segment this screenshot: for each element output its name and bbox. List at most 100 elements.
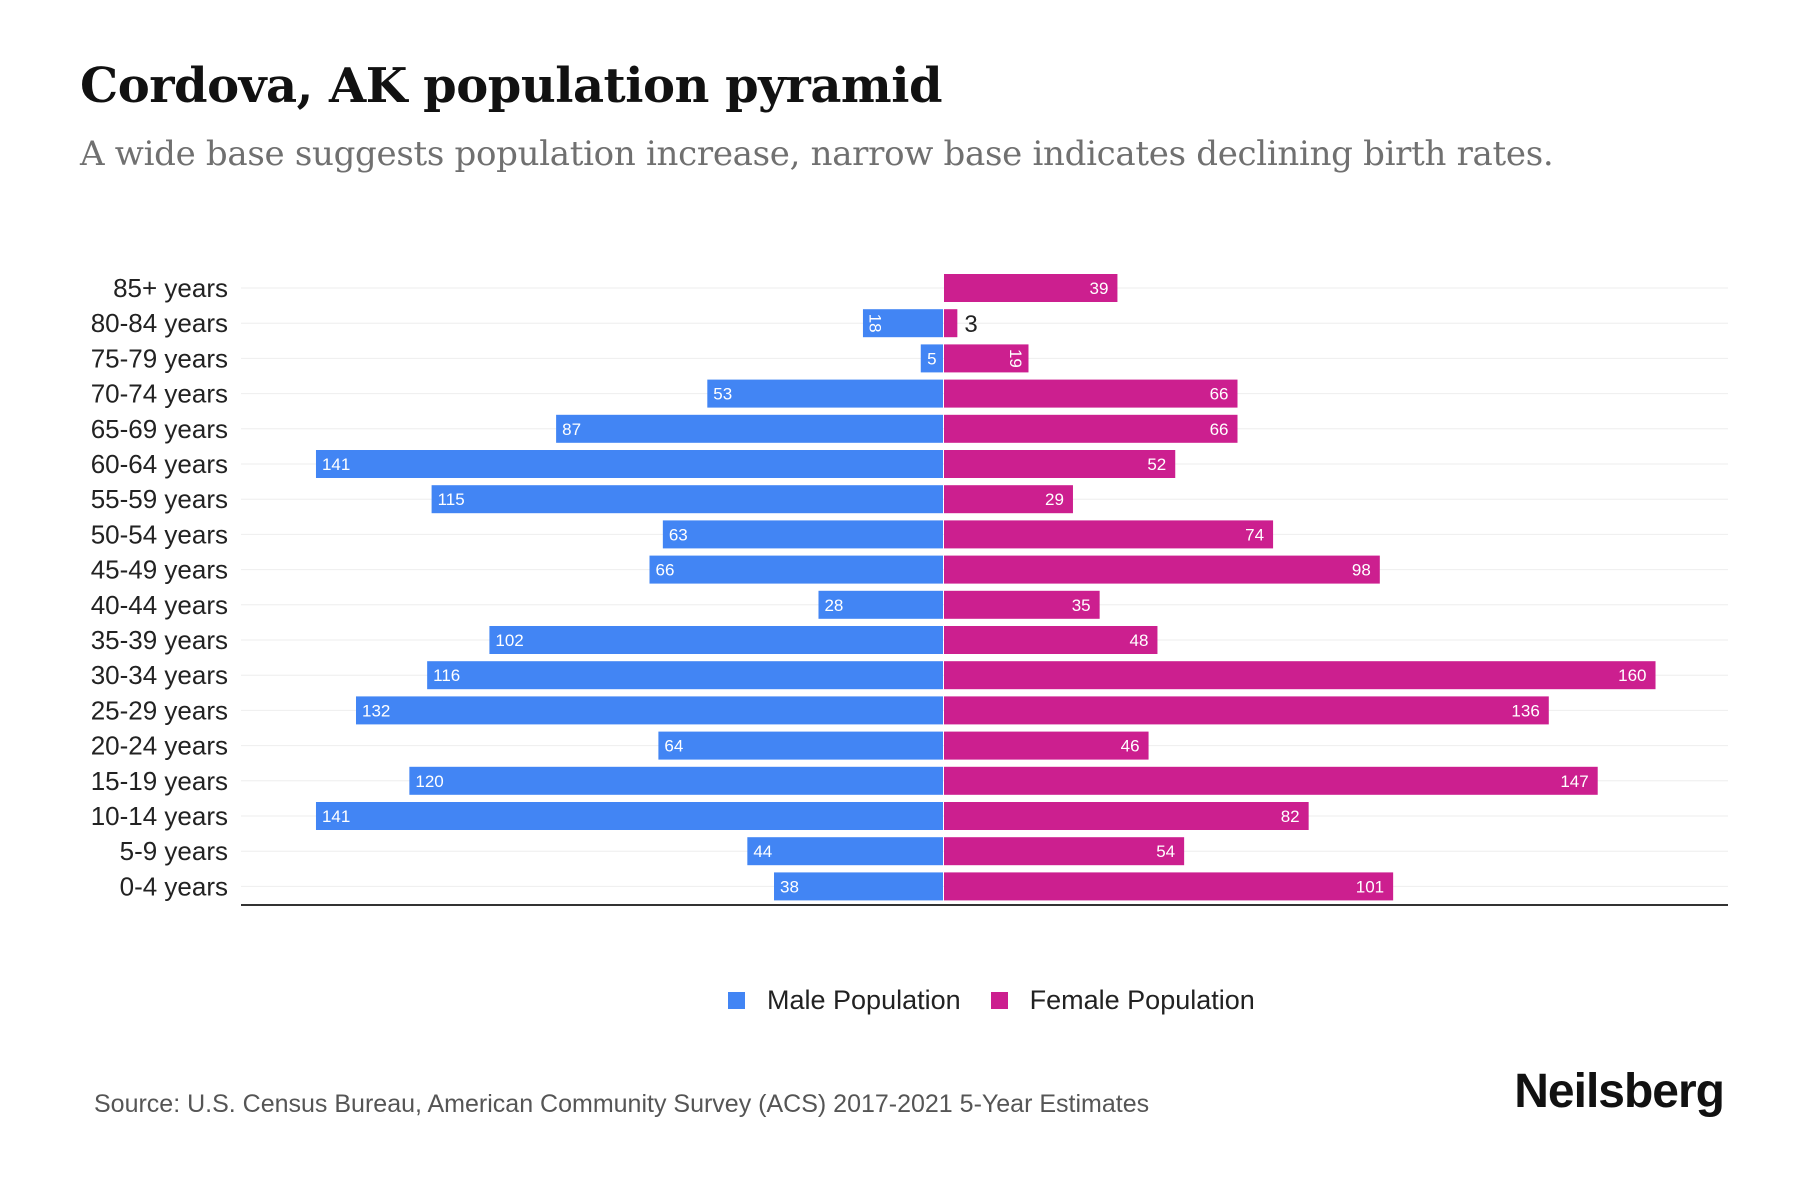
data-label: 132	[362, 701, 390, 720]
data-label: 28	[824, 596, 843, 615]
legend: Male Population Female Population	[728, 985, 1285, 1016]
category-label: 10-14 years	[91, 801, 228, 831]
data-label: 87	[562, 420, 581, 439]
data-label: 66	[1210, 420, 1229, 439]
data-label: 3	[964, 311, 977, 338]
category-label: 50-54 years	[91, 519, 228, 549]
bar-female	[944, 450, 1176, 478]
bar-male	[920, 344, 943, 373]
category-label: 85+ years	[113, 273, 228, 303]
data-label: 74	[1245, 525, 1264, 544]
bar-male	[818, 590, 943, 619]
data-label: 101	[1356, 877, 1384, 896]
brand-logo: Neilsberg	[1514, 1065, 1725, 1118]
bar-female	[944, 344, 1029, 373]
chart-subtitle: A wide base suggests population increase…	[80, 134, 1554, 174]
data-label: 46	[1121, 737, 1140, 756]
bar-female	[944, 696, 1549, 725]
legend-swatch-male	[728, 992, 745, 1009]
legend-label-female: Female Population	[1029, 985, 1255, 1015]
bar-female	[944, 766, 1598, 795]
bar-female	[944, 379, 1238, 408]
data-label: 66	[655, 561, 674, 580]
data-label: 44	[753, 842, 772, 861]
data-label: 82	[1281, 807, 1300, 826]
bar-male	[431, 485, 943, 514]
bar-female	[944, 802, 1309, 830]
data-label: 66	[1210, 385, 1229, 404]
bar-female	[944, 309, 958, 338]
bar-female	[944, 485, 1073, 514]
data-label: 29	[1045, 490, 1064, 509]
data-label: 147	[1560, 772, 1588, 791]
data-label: 116	[433, 666, 460, 685]
category-label: 35-39 years	[91, 625, 228, 655]
bar-male	[774, 872, 943, 901]
data-label: 48	[1130, 631, 1149, 650]
bar-female	[944, 555, 1380, 584]
data-label: 63	[669, 525, 688, 544]
bar-male	[747, 837, 943, 866]
bar-male	[707, 379, 943, 408]
population-pyramid-chart: 85+ years 80-84 years 75-79 years 70-74 yea…	[91, 273, 1728, 906]
data-label: 35	[1072, 596, 1091, 615]
legend-swatch-female	[990, 992, 1008, 1009]
bar-male	[862, 309, 943, 338]
bar-male	[658, 731, 943, 760]
chart-title: Cordova, AK population pyramid	[80, 58, 943, 114]
category-label: 25-29 years	[91, 695, 228, 725]
data-label: 18	[865, 314, 884, 333]
bar-male	[662, 520, 943, 549]
data-label: 102	[495, 631, 523, 650]
bar-female	[944, 274, 1118, 302]
category-label: 55-59 years	[91, 484, 228, 514]
data-label: 53	[713, 385, 732, 404]
legend-item-female[interactable]: Female Population	[990, 985, 1255, 1016]
bar-male	[315, 450, 943, 478]
data-label: 39	[1090, 279, 1109, 298]
legend-label-male: Male Population	[767, 985, 961, 1015]
category-label: 20-24 years	[91, 731, 228, 761]
bar-female	[944, 661, 1656, 690]
category-label: 65-69 years	[91, 414, 228, 444]
data-label: 38	[780, 877, 799, 896]
bar-male	[556, 414, 943, 443]
legend-item-male[interactable]: Male Population	[728, 985, 961, 1016]
data-label: 120	[415, 772, 443, 791]
data-label: 52	[1147, 455, 1166, 474]
data-label: 141	[322, 807, 350, 826]
data-label: 64	[664, 737, 683, 756]
category-label: 45-49 years	[91, 555, 228, 585]
bar-male	[427, 661, 943, 690]
category-label: 80-84 years	[91, 308, 228, 338]
bar-female	[944, 520, 1274, 549]
data-label: 136	[1511, 701, 1539, 720]
bar-female	[944, 626, 1158, 654]
data-label: 141	[322, 455, 350, 474]
data-label: 19	[1006, 349, 1025, 368]
bar-male	[409, 766, 943, 795]
bar-female	[944, 872, 1394, 901]
category-label: 30-34 years	[91, 660, 228, 690]
category-label: 75-79 years	[91, 343, 228, 373]
bar-female	[944, 590, 1100, 619]
bar-female	[944, 414, 1238, 443]
bar-male	[489, 626, 943, 654]
bar-male	[649, 555, 943, 584]
bar-male	[315, 802, 943, 830]
category-label: 15-19 years	[91, 766, 228, 796]
data-label: 5	[927, 349, 936, 368]
bar-male	[355, 696, 944, 725]
bar-female	[944, 837, 1185, 866]
category-label: 0-4 years	[120, 871, 228, 901]
category-label: 60-64 years	[91, 449, 228, 479]
data-label: 160	[1618, 666, 1646, 685]
data-label: 98	[1352, 561, 1371, 580]
bar-female	[944, 731, 1149, 760]
category-label: 70-74 years	[91, 379, 228, 409]
category-label: 5-9 years	[120, 836, 228, 866]
category-label: 40-44 years	[91, 590, 228, 620]
source-note: Source: U.S. Census Bureau, American Com…	[94, 1090, 1150, 1118]
data-label: 54	[1156, 842, 1175, 861]
data-label: 115	[438, 490, 465, 509]
